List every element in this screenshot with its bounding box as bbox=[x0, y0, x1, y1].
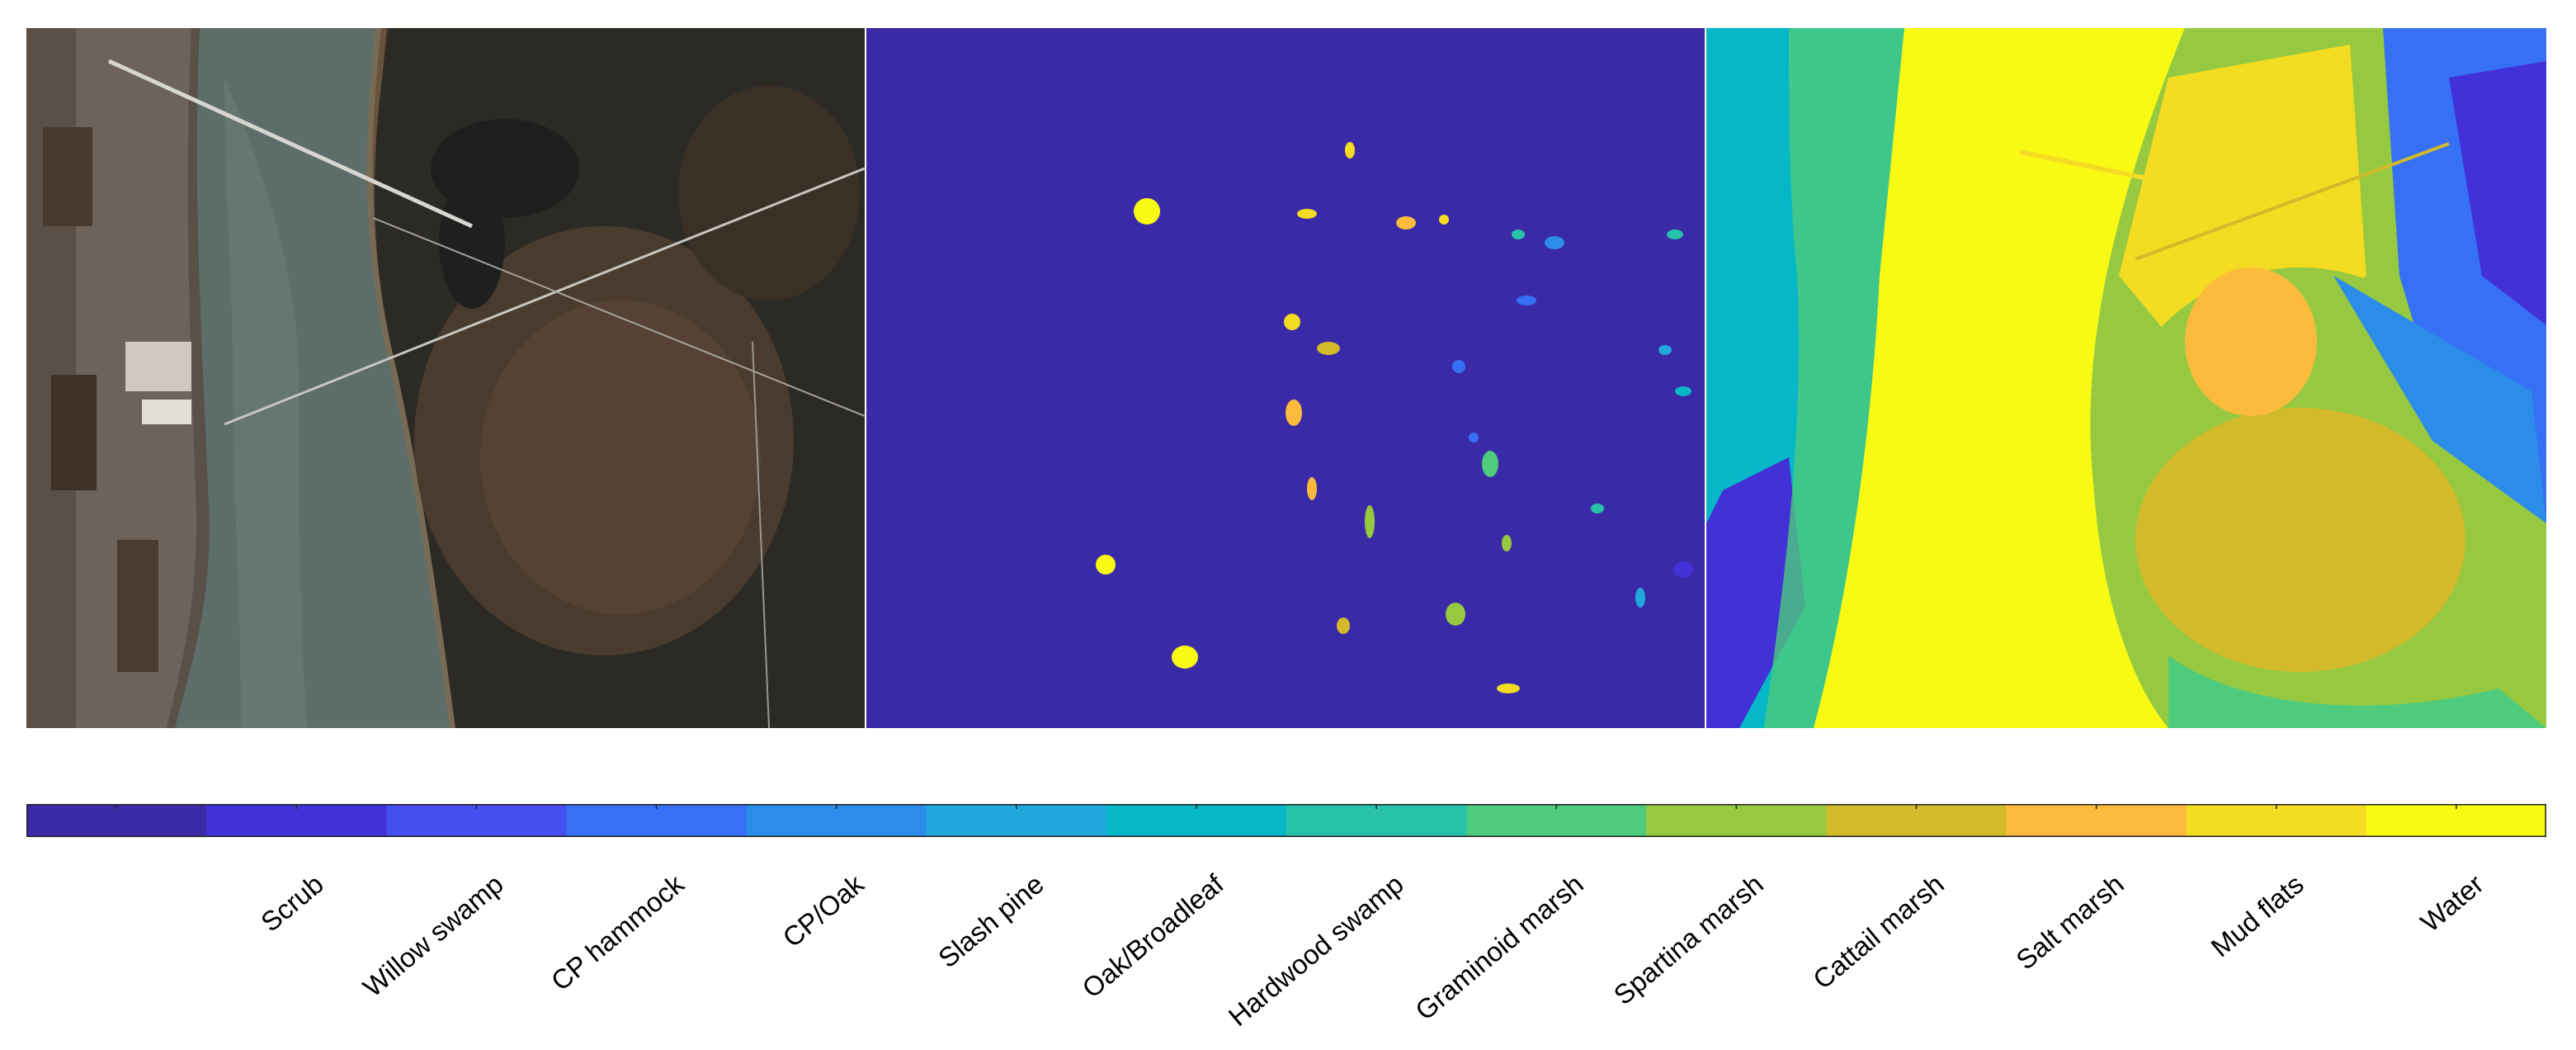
class-label-1: Scrub bbox=[254, 868, 329, 938]
class-label-10: Cattail marsh bbox=[1807, 868, 1950, 996]
ground-truth-panel bbox=[866, 28, 1705, 728]
class-label-5: Slash pine bbox=[932, 868, 1050, 974]
class-label-2: Willow swamp bbox=[356, 868, 509, 1003]
ground-truth-map bbox=[866, 28, 1705, 728]
colorbar-segment-7 bbox=[1106, 804, 1287, 837]
classification-map bbox=[1706, 28, 2546, 728]
class-label-11: Salt marsh bbox=[2010, 868, 2130, 976]
colorbar-segment-14 bbox=[2366, 804, 2546, 837]
colorbar-segment-12 bbox=[2006, 804, 2187, 837]
rgb-image-panel bbox=[26, 28, 865, 728]
colorbar-segment-6 bbox=[926, 804, 1107, 837]
class-label-3: CP hammock bbox=[545, 868, 690, 997]
class-label-9: Spartina marsh bbox=[1607, 868, 1769, 1011]
colorbar-segment-5 bbox=[746, 804, 927, 837]
colorbar-segment-10 bbox=[1646, 804, 1827, 837]
class-label-12: Mud flats bbox=[2205, 868, 2309, 963]
class-label-6: Oak/Broadleaf bbox=[1076, 868, 1229, 1004]
colorbar-segment-2 bbox=[206, 804, 387, 837]
colorbar-svg bbox=[26, 804, 2546, 837]
class-label-7: Hardwood swamp bbox=[1222, 868, 1409, 1033]
class-label-4: CP/Oak bbox=[776, 868, 870, 953]
colorbar-segment-1 bbox=[26, 804, 207, 837]
colorbar-segment-3 bbox=[386, 804, 567, 837]
class-label-8: Graminoid marsh bbox=[1409, 868, 1589, 1027]
classification-map-panel bbox=[1706, 28, 2546, 728]
colorbar-segment-13 bbox=[2186, 804, 2367, 837]
rgb-satellite-image bbox=[26, 28, 865, 728]
colorbar-segment-9 bbox=[1466, 804, 1647, 837]
class-colorbar bbox=[26, 804, 2546, 837]
colorbar-segment-8 bbox=[1286, 804, 1467, 837]
colorbar-border bbox=[26, 804, 2546, 837]
colorbar-segment-11 bbox=[1826, 804, 2007, 837]
class-label-13: Water bbox=[2414, 868, 2489, 939]
colorbar-segment-4 bbox=[566, 804, 748, 837]
